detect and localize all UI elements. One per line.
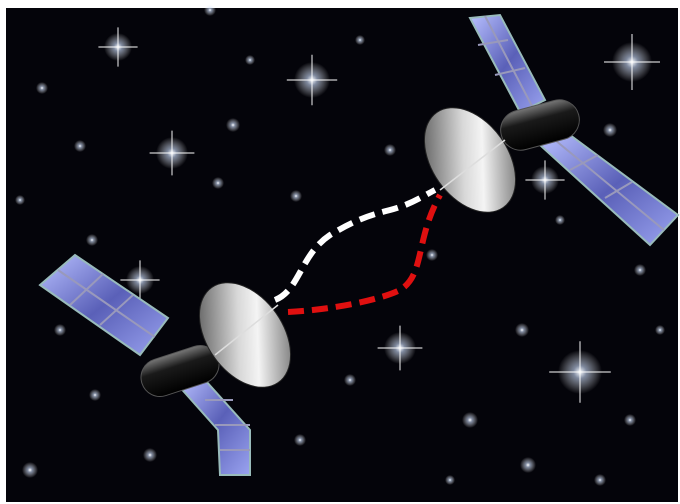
star: [86, 234, 98, 246]
page: (() => { const g = document.getElementBy…: [0, 0, 680, 504]
star: [384, 144, 396, 156]
star: [462, 412, 478, 428]
star: [445, 475, 455, 485]
star: [515, 323, 529, 337]
space-illustration: [0, 0, 680, 504]
star: [426, 249, 438, 261]
star: [294, 434, 306, 446]
star: [594, 474, 606, 486]
star: [22, 462, 38, 478]
star: [54, 324, 66, 336]
star: [603, 123, 617, 137]
star: [655, 325, 665, 335]
star: [245, 55, 255, 65]
star: [74, 140, 86, 152]
star: [555, 215, 565, 225]
star: [624, 414, 636, 426]
star: [355, 35, 365, 45]
sky: [6, 8, 678, 502]
star: [634, 264, 646, 276]
star: [89, 389, 101, 401]
star: [15, 195, 25, 205]
star: [143, 448, 157, 462]
star: [344, 374, 356, 386]
star: [290, 190, 302, 202]
star: [36, 82, 48, 94]
star: [226, 118, 240, 132]
star: [204, 4, 216, 16]
star: [520, 457, 536, 473]
star: [212, 177, 224, 189]
